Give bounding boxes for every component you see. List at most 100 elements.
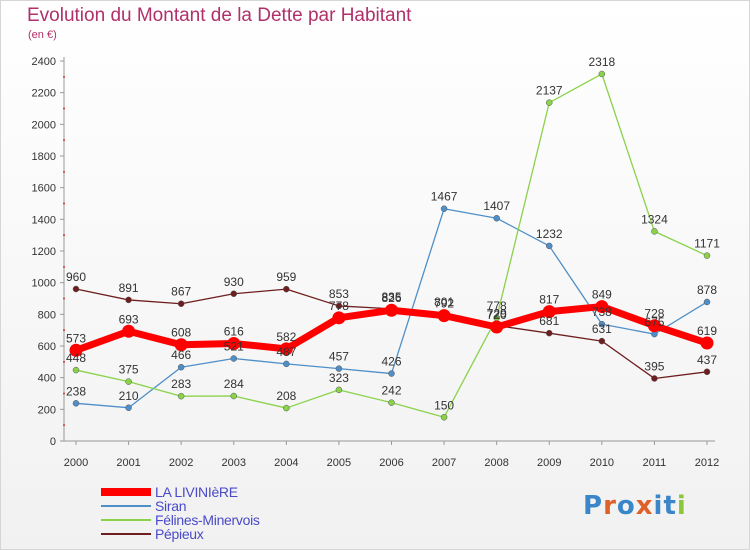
- data-point: [490, 320, 504, 334]
- data-label: 853: [329, 287, 349, 301]
- data-label: 801: [434, 295, 454, 309]
- data-point: [72, 366, 80, 374]
- data-label: 2137: [536, 84, 563, 98]
- data-label: 283: [171, 377, 191, 391]
- data-point: [72, 400, 80, 407]
- data-label: 466: [171, 348, 191, 362]
- y-minor-tick: [63, 265, 65, 268]
- data-label: 631: [592, 322, 612, 336]
- data-label: 835: [381, 290, 401, 304]
- data-point: [332, 311, 346, 325]
- data-point: [335, 365, 343, 372]
- data-label: 817: [539, 293, 559, 307]
- data-label: 238: [66, 384, 86, 398]
- x-tick-label: 2010: [590, 457, 614, 469]
- x-tick-label: 2004: [274, 457, 298, 469]
- data-point: [177, 300, 185, 307]
- legend-swatch: [101, 488, 151, 496]
- y-tick-label: 1600: [32, 183, 56, 195]
- data-point: [703, 298, 711, 306]
- data-label: 210: [119, 389, 139, 403]
- data-point: [598, 70, 606, 78]
- data-label: 426: [381, 355, 401, 369]
- data-point: [283, 285, 290, 293]
- data-label: 1171: [694, 237, 720, 251]
- data-point: [703, 368, 711, 376]
- y-minor-tick: [63, 139, 65, 142]
- data-label: 826: [381, 291, 401, 305]
- x-tick-label: 2002: [169, 457, 193, 469]
- y-tick-label: 1200: [32, 246, 56, 258]
- y-minor-tick: [63, 297, 65, 300]
- data-point: [72, 285, 80, 293]
- data-point: [69, 343, 83, 357]
- data-point: [125, 296, 132, 304]
- data-label: 323: [329, 371, 349, 385]
- data-point: [283, 404, 290, 412]
- x-tick-label: 2009: [537, 457, 561, 469]
- data-point: [542, 305, 556, 319]
- data-point: [385, 303, 398, 317]
- data-label: 681: [539, 314, 559, 328]
- data-label: 448: [66, 351, 86, 365]
- data-point: [388, 370, 395, 377]
- data-label: 1324: [641, 212, 668, 226]
- x-tick-label: 2007: [432, 457, 456, 469]
- data-label: 573: [66, 331, 86, 345]
- data-label: 582: [276, 330, 296, 344]
- data-label: 1407: [483, 199, 510, 213]
- data-point: [546, 99, 553, 106]
- data-point: [440, 414, 448, 421]
- data-point: [125, 404, 132, 411]
- x-tick-label: 2000: [64, 457, 88, 469]
- data-point: [125, 378, 132, 385]
- data-label: 867: [171, 285, 191, 299]
- y-tick-label: 800: [38, 309, 56, 321]
- data-point: [230, 290, 237, 297]
- y-tick-label: 600: [38, 341, 56, 353]
- data-point: [440, 205, 448, 212]
- unit-label: (en €): [28, 29, 57, 41]
- y-tick-label: 2000: [32, 119, 56, 131]
- data-label: 675: [644, 315, 664, 329]
- data-label: 738: [592, 305, 612, 319]
- data-label: 960: [66, 270, 86, 284]
- data-label: 208: [276, 389, 296, 403]
- data-point: [493, 214, 500, 222]
- data-label: 150: [434, 398, 454, 412]
- x-tick-label: 2001: [116, 457, 140, 469]
- legend-label: Pépieux: [155, 526, 204, 542]
- data-point: [279, 342, 293, 356]
- legend-label: LA LIVINIèRE: [155, 484, 238, 500]
- x-tick-label: 2005: [327, 457, 351, 469]
- data-label: 729: [487, 307, 507, 321]
- data-label: 487: [276, 345, 296, 359]
- data-label: 2318: [588, 55, 615, 69]
- data-label: 849: [592, 288, 612, 302]
- data-point: [174, 338, 188, 352]
- x-tick-label: 2011: [643, 457, 667, 469]
- data-label: 619: [697, 324, 717, 338]
- proxiti-logo: Proxiti: [583, 491, 687, 521]
- data-point: [283, 360, 290, 368]
- data-point: [651, 228, 658, 235]
- x-tick-label: 2006: [379, 457, 403, 469]
- legend-label: Félines-Minervois: [155, 512, 260, 528]
- data-point: [177, 363, 185, 371]
- x-tick-label: 2003: [222, 457, 246, 469]
- y-minor-tick: [63, 75, 65, 78]
- y-tick-label: 2200: [32, 88, 56, 100]
- data-label: 878: [697, 283, 717, 297]
- data-point: [700, 336, 714, 350]
- y-tick-label: 1000: [32, 278, 56, 290]
- y-minor-tick: [63, 392, 65, 395]
- x-tick-label: 2012: [695, 457, 719, 469]
- data-label: 437: [697, 353, 717, 367]
- data-point: [335, 386, 343, 394]
- data-label: 242: [381, 384, 401, 398]
- data-label: 284: [224, 377, 244, 391]
- data-label: 728: [644, 307, 664, 321]
- data-label: 778: [487, 299, 507, 313]
- data-label: 1467: [431, 190, 458, 204]
